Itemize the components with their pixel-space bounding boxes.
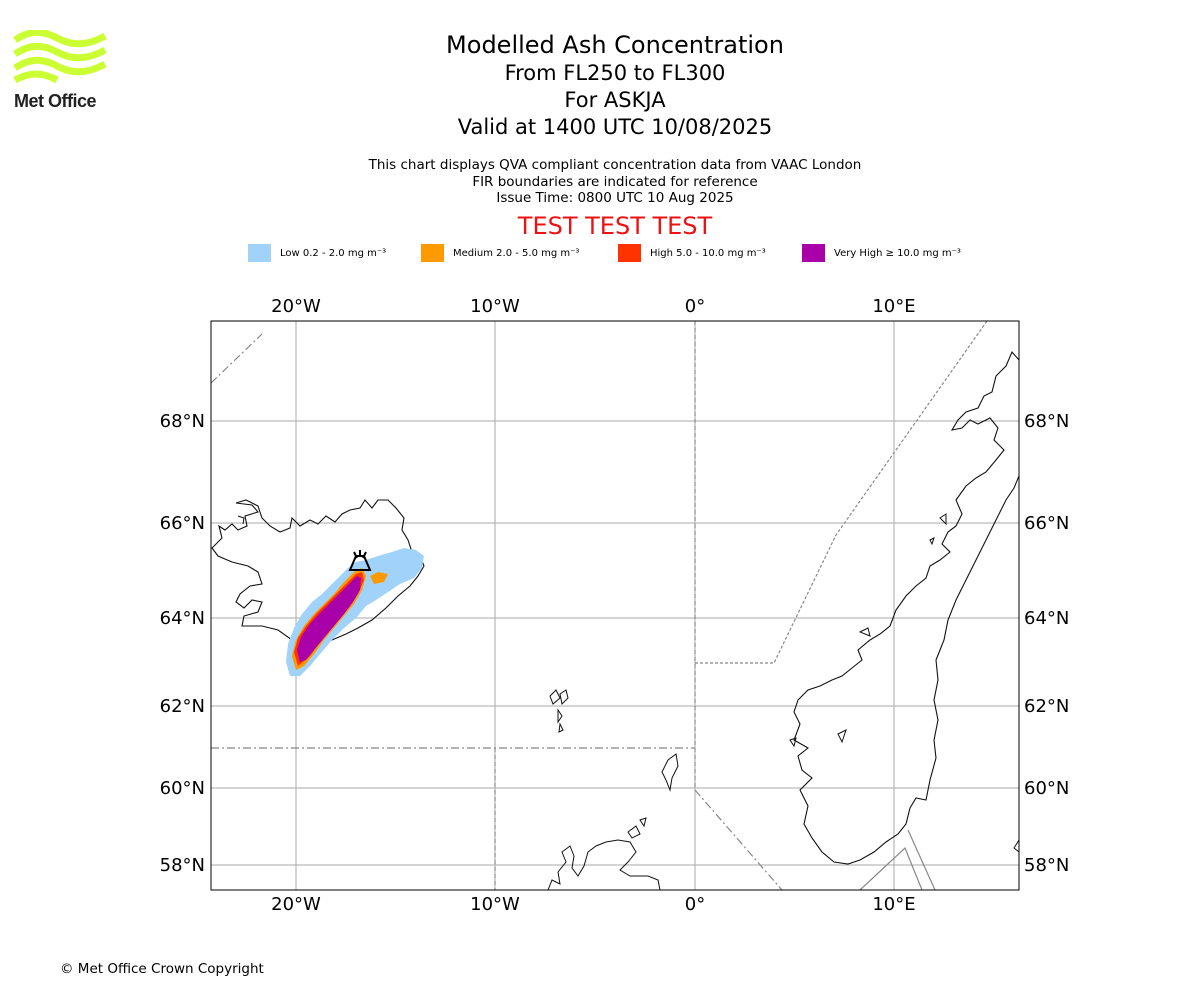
graticule [211,321,1019,890]
fir-boundaries [211,321,988,890]
lat-labels-right: 68°N 66°N 64°N 62°N 60°N 58°N [1024,411,1069,876]
shetland-islands [661,753,679,792]
legend-item-medium: Medium 2.0 - 5.0 mg m⁻³ [421,244,579,262]
legend-label-low: Low 0.2 - 2.0 mg m⁻³ [280,247,387,259]
copyright-notice: © Met Office Crown Copyright [60,961,264,977]
test-banner: TEST TEST TEST [517,212,713,240]
lat-label: 60°N [160,778,205,799]
lat-label: 68°N [1024,411,1069,432]
lat-label: 58°N [1024,855,1069,876]
ash-very-high-region [297,576,361,662]
lon-label: 10°W [470,296,520,317]
chart-title: Modelled Ash Concentration [446,31,784,59]
volcano-name: For ASKJA [564,88,666,112]
flight-level-range: From FL250 to FL300 [504,61,726,85]
lat-label: 62°N [160,696,205,717]
legend-item-low: Low 0.2 - 2.0 mg m⁻³ [248,244,386,262]
lat-label: 60°N [1024,778,1069,799]
lon-labels-bottom: 20°W 10°W 0° 10°E [271,894,915,915]
legend-swatch-medium [421,244,444,262]
lon-label: 0° [685,894,705,915]
legend-swatch-high [618,244,641,262]
lat-label: 66°N [1024,513,1069,534]
legend-label-medium: Medium 2.0 - 5.0 mg m⁻³ [453,247,580,259]
lon-label: 0° [685,296,705,317]
ash-plume [286,548,424,676]
legend-swatch-very-high [802,244,825,262]
legend-item-high: High 5.0 - 10.0 mg m⁻³ [618,244,766,262]
legend-label-very-high: Very High ≥ 10.0 mg m⁻³ [834,247,961,259]
met-office-waves-icon [13,28,107,84]
description-line-2: FIR boundaries are indicated for referen… [472,173,758,190]
iceland-fjord [237,515,245,525]
chart-description: This chart displays QVA compliant concen… [0,157,1200,207]
valid-time: Valid at 1400 UTC 10/08/2025 [457,115,773,139]
lat-label: 68°N [160,411,205,432]
volcano-icon [348,550,372,571]
lon-labels-top: 20°W 10°W 0° 10°E [271,296,915,317]
lon-label: 20°W [271,894,321,915]
lon-label: 10°W [470,894,520,915]
norway-coastline [793,350,1019,865]
lat-label: 66°N [160,513,205,534]
lat-labels-left: 68°N 66°N 64°N 62°N 60°N 58°N [160,411,205,876]
issue-time: Issue Time: 0800 UTC 10 Aug 2025 [496,190,734,206]
lat-label: 58°N [160,855,205,876]
legend-item-very-high: Very High ≥ 10.0 mg m⁻³ [802,244,961,262]
map-frame [210,320,1020,891]
orkney-islands [627,817,647,839]
lat-label: 62°N [1024,696,1069,717]
ash-medium-patch [370,572,388,584]
lon-label: 10°E [872,296,915,317]
description-line-1: This chart displays QVA compliant concen… [368,157,862,173]
norway-islands [789,513,947,748]
sweden-coast-fragment [1013,839,1019,853]
met-office-logo: Met Office [12,28,112,114]
met-office-logo-text: Met Office [14,91,97,111]
legend-label-high: High 5.0 - 10.0 mg m⁻³ [650,247,766,259]
faroe-islands [549,689,569,733]
scotland-coastline [547,839,661,890]
lat-label: 64°N [1024,608,1069,629]
legend: Low 0.2 - 2.0 mg m⁻³ Medium 2.0 - 5.0 mg… [0,244,1200,264]
legend-swatch-low [248,244,271,262]
lat-label: 64°N [160,608,205,629]
iceland-coastline [211,499,425,645]
chart-title-block: Modelled Ash Concentration From FL250 to… [0,30,1200,141]
lon-label: 20°W [271,296,321,317]
lon-label: 10°E [872,894,915,915]
